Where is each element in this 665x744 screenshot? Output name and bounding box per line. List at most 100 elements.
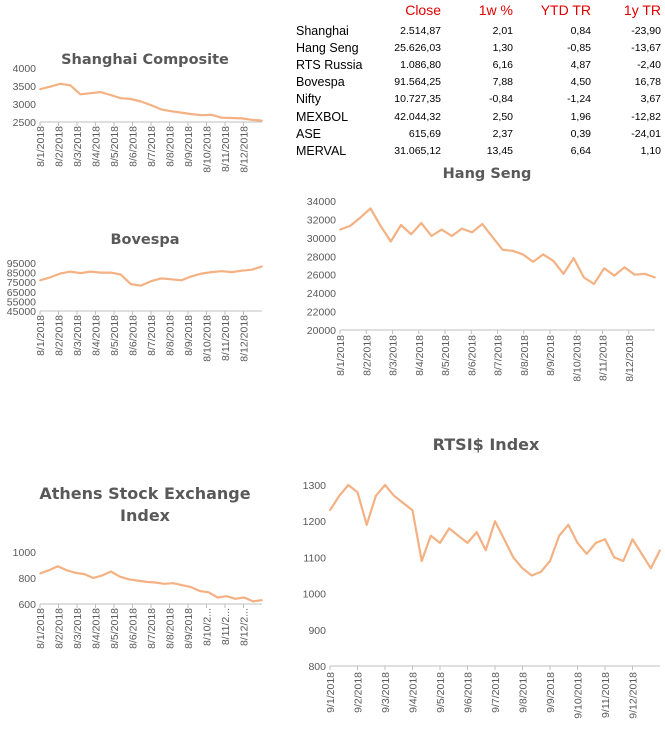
x-tick-label: 8/7/2018	[146, 315, 158, 356]
y-tick-label: 55000	[7, 296, 36, 308]
x-tick-label: 8/5/2018	[440, 335, 452, 376]
value-cell: -1,24	[567, 93, 591, 106]
data-point	[190, 275, 193, 278]
data-point	[140, 100, 142, 103]
data-point	[163, 582, 166, 585]
value-cell: 13,45	[486, 144, 513, 157]
data-point	[129, 283, 132, 285]
data-point	[585, 552, 588, 555]
data-point	[49, 85, 51, 88]
data-point	[129, 98, 132, 100]
x-tick-label: 8/12/2...	[239, 608, 251, 646]
data-point	[59, 272, 62, 275]
data-point	[511, 249, 514, 252]
table-row: RTS Russia 1.086,80 6,16 4,87 -2,40	[296, 56, 661, 73]
data-point	[604, 538, 606, 541]
x-tick-label: 8/1/2018	[335, 335, 347, 376]
y-tick-label: 85000	[7, 268, 36, 280]
data-point	[190, 586, 192, 588]
x-tick-label: 8/11/2018	[220, 315, 232, 361]
table-row: MEXBOL 42.044,32 2,50 1,96 -12,82	[296, 108, 661, 125]
data-point	[160, 277, 163, 280]
chart-title: RTSI$ Index	[433, 435, 540, 454]
data-point	[583, 276, 585, 279]
y-tick-label: 30000	[307, 233, 336, 245]
y-tick-label: 600	[18, 599, 36, 611]
index-name-cell: Shanghai	[296, 23, 349, 38]
data-point	[83, 573, 86, 575]
data-point	[440, 228, 443, 231]
data-point	[379, 225, 382, 227]
data-point	[420, 560, 423, 562]
data-point	[65, 569, 68, 572]
data-point	[410, 233, 412, 236]
x-tick-label: 9/8/2018	[518, 672, 530, 713]
value-cell: -2,40	[637, 58, 661, 71]
index-name-cell: MERVAL	[296, 143, 347, 158]
y-tick-label: 28000	[307, 251, 336, 263]
value-cell: 25.626,03	[394, 41, 441, 54]
data-point	[198, 590, 201, 592]
index-name-cell: ASE	[296, 126, 322, 141]
data-point	[633, 273, 636, 276]
x-tick-label: 9/12/2018	[628, 672, 640, 719]
data-point	[109, 271, 112, 274]
data-point	[110, 570, 112, 573]
x-tick-label: 8/9/2018	[545, 335, 557, 376]
data-point	[649, 567, 652, 570]
data-point	[466, 542, 469, 544]
y-tick-label: 900	[308, 625, 326, 637]
x-tick-label: 8/10/2018	[571, 335, 583, 382]
y-tick-label: 20000	[307, 325, 336, 337]
y-tick-label: 2500	[13, 117, 37, 129]
data-point	[200, 272, 203, 275]
y-tick-label: 1000	[303, 589, 327, 601]
value-cell: 2,37	[492, 127, 513, 140]
data-point	[530, 574, 533, 577]
table-row: Nifty 10.727,35 -0,84 -1,24 3,67	[296, 91, 661, 108]
data-point	[39, 279, 41, 282]
x-tick-label: 9/6/2018	[463, 672, 475, 713]
table-row: Shanghai 2.514,87 2,01 0,84 -23,90	[296, 22, 661, 39]
series-line	[339, 207, 656, 286]
x-tick-label: 8/2/2018	[54, 315, 66, 356]
data-point	[216, 596, 219, 599]
shanghai-chart: Shanghai Composite 2500 3000 3500 4000 8/1/20…	[0, 24, 290, 199]
data-point	[623, 266, 626, 269]
data-point	[56, 565, 59, 568]
chart-title-line: Athens Stock Exchange	[39, 484, 250, 503]
value-cell: 2,01	[492, 24, 513, 37]
data-point	[207, 591, 210, 594]
y-tick-label: 4000	[13, 63, 37, 75]
data-point	[384, 484, 386, 486]
x-tick-label: 8/8/2018	[165, 315, 177, 356]
data-point	[481, 223, 484, 225]
y-tick-label: 95000	[7, 258, 36, 270]
x-tick-label: 9/5/2018	[435, 672, 447, 713]
data-point	[220, 270, 223, 273]
data-point	[99, 91, 102, 93]
index-name-cell: Hang Seng	[296, 40, 359, 55]
data-point	[136, 579, 139, 582]
data-point	[359, 216, 362, 219]
x-tick-label: 8/2/2018	[54, 126, 66, 167]
data-point	[347, 484, 350, 486]
data-point	[411, 509, 414, 512]
data-point	[251, 118, 253, 121]
x-tick-label: 8/6/2018	[128, 126, 140, 167]
x-tick-label: 9/10/2018	[573, 672, 585, 719]
x-tick-label: 8/3/2018	[388, 335, 400, 376]
data-point	[430, 235, 433, 237]
data-point	[180, 111, 183, 114]
data-point	[101, 574, 104, 577]
value-cell: -0,84	[489, 93, 513, 106]
data-point	[230, 117, 233, 119]
y-tick-label: 75000	[7, 277, 36, 289]
data-point	[160, 108, 163, 111]
y-tick-label: 800	[308, 661, 326, 673]
data-point	[119, 97, 122, 100]
table-header-cell: Close	[405, 2, 441, 18]
data-point	[251, 268, 253, 271]
x-tick-label: 8/5/2018	[109, 315, 121, 356]
x-tick-label: 8/6/2018	[128, 315, 140, 356]
